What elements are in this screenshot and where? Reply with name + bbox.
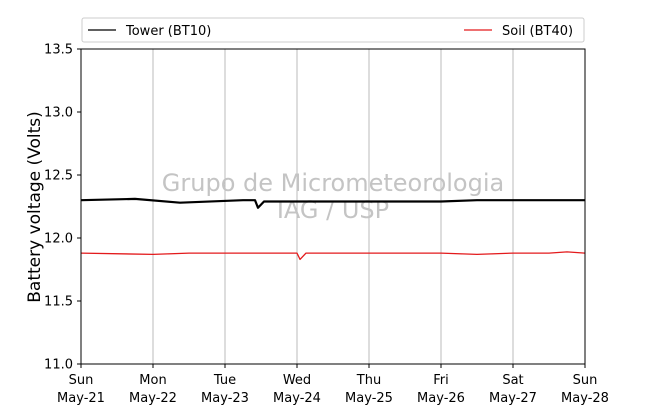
y-tick-label: 13.0 <box>44 106 73 121</box>
x-tick-label-date: May-22 <box>129 391 177 406</box>
x-axis: Sun May-21 Mon May-22 Tue May-23 Wed May-24 Thu M… <box>57 364 609 406</box>
x-tick-label-date: May-27 <box>489 391 537 406</box>
legend-label: Tower (BT10) <box>125 24 211 39</box>
series-group <box>80 197 586 261</box>
x-tick-label-day: Mon <box>139 373 166 388</box>
x-tick-label-date: May-23 <box>201 391 249 406</box>
x-tick-label-day: Sat <box>502 373 523 388</box>
watermark-line: Grupo de Micrometeorologia <box>162 169 504 197</box>
y-axis-label: Battery voltage (Volts) <box>25 111 45 302</box>
x-tick-label-day: Fri <box>433 373 449 388</box>
x-tick-label-day: Wed <box>283 373 311 388</box>
x-tick-label-date: May-25 <box>345 391 393 406</box>
legend-label: Soil (BT40) <box>502 24 573 39</box>
x-tick-label-day: Tue <box>213 373 236 388</box>
x-tick-label-date: May-24 <box>273 391 321 406</box>
x-tick-label-day: Sun <box>573 373 598 388</box>
legend: Tower (BT10) Soil (BT40) <box>81 17 585 43</box>
y-tick-label: 12.0 <box>44 232 73 247</box>
x-tick-label-date: May-28 <box>561 391 609 406</box>
x-tick-label-day: Thu <box>356 373 381 388</box>
grid-lines <box>152 49 514 364</box>
series-line-tower <box>80 197 585 209</box>
y-tick-label: 13.5 <box>44 43 73 58</box>
legend-box <box>81 17 585 43</box>
x-tick-label-day: Sun <box>69 373 94 388</box>
plot-frame <box>80 48 586 365</box>
plot-area <box>81 49 585 364</box>
watermark-line: IAG / USP <box>277 196 389 224</box>
x-tick-label-date: May-26 <box>417 391 465 406</box>
series-line-soil <box>80 251 586 261</box>
y-tick-label: 11.5 <box>44 295 73 310</box>
y-tick-label: 12.5 <box>44 169 73 184</box>
y-tick-label: 11.0 <box>44 358 73 373</box>
x-tick-label-date: May-21 <box>57 391 105 406</box>
y-axis: 11.0 11.5 12.0 12.5 13.0 13.5 <box>44 43 81 373</box>
